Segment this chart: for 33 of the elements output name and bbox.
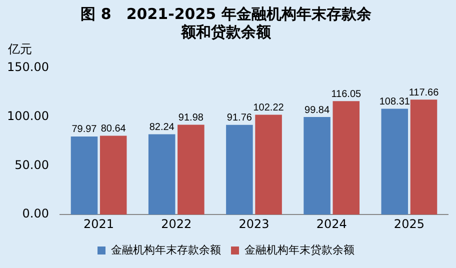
data-label: 91.98 — [178, 112, 204, 124]
y-tick-label: 50.00 — [14, 158, 49, 172]
y-axis-title: 亿元 — [7, 42, 32, 56]
bar — [410, 100, 438, 215]
bar — [70, 136, 98, 215]
data-label: 91.76 — [226, 112, 252, 124]
data-label: 102.22 — [253, 102, 284, 114]
x-tick-label: 2022 — [161, 216, 192, 231]
x-tick-label: 2023 — [238, 216, 270, 231]
bar — [226, 124, 253, 215]
y-tick-label: 0.00 — [22, 206, 49, 221]
bar — [148, 134, 176, 215]
bar — [255, 114, 282, 215]
data-label: 79.97 — [72, 124, 98, 136]
legend-label: 金融机构年末贷款余额 — [244, 243, 354, 256]
bar — [100, 136, 127, 215]
x-tick-label: 2021 — [84, 216, 114, 231]
data-label: 117.66 — [408, 87, 440, 98]
bar — [381, 108, 408, 215]
data-label: 116.05 — [331, 88, 362, 100]
x-tick-label: 2024 — [316, 216, 347, 231]
bar — [178, 124, 204, 215]
x-tick-label: 2025 — [394, 216, 424, 231]
data-label: 108.31 — [379, 96, 410, 108]
bar — [332, 101, 360, 215]
y-tick-label: 150.00 — [6, 60, 49, 74]
data-label: 82.24 — [149, 122, 175, 133]
legend-label: 金融机构年末存款余额 — [111, 243, 221, 256]
chart-title: 图 8 2021-2025 年金融机构年末存款余额和贷款余额 — [80, 4, 372, 41]
bar — [304, 117, 330, 215]
data-label: 80.64 — [100, 124, 126, 135]
y-tick-label: 100.00 — [6, 108, 49, 123]
data-label: 99.84 — [304, 104, 330, 116]
